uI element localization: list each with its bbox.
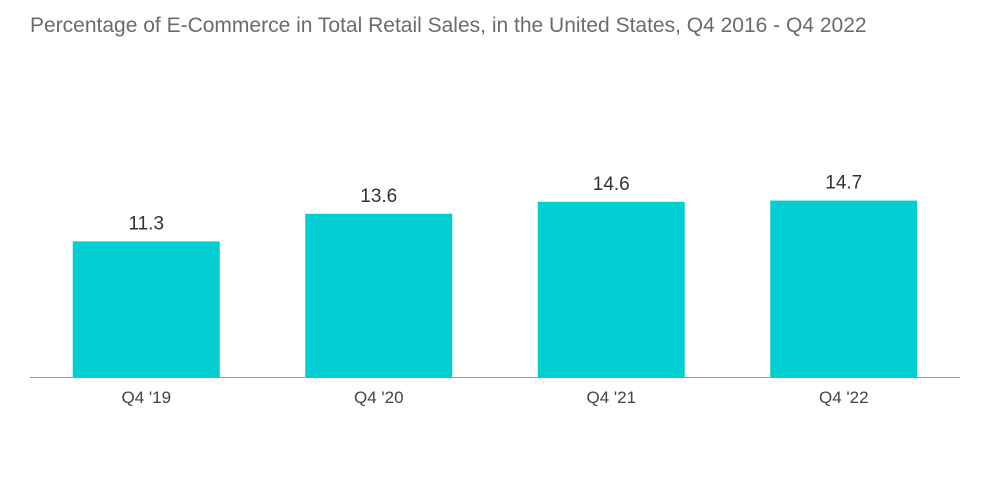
- x-tick-label-4: Q4 '22: [819, 388, 869, 407]
- bar-3: [537, 201, 685, 377]
- data-label-4: 14.7: [825, 173, 862, 194]
- data-label-2: 13.6: [360, 186, 397, 207]
- x-tick-label-2: Q4 '20: [354, 388, 404, 407]
- bar-4: [770, 200, 918, 377]
- x-tick-label-1: Q4 '19: [121, 388, 171, 407]
- x-tick-label-3: Q4 '21: [586, 388, 636, 407]
- data-label-3: 14.6: [593, 174, 630, 195]
- data-label-1: 11.3: [128, 213, 164, 234]
- chart-title: Percentage of E-Commerce in Total Retail…: [30, 14, 867, 37]
- bar-1: [72, 241, 220, 377]
- bar-2: [305, 213, 453, 377]
